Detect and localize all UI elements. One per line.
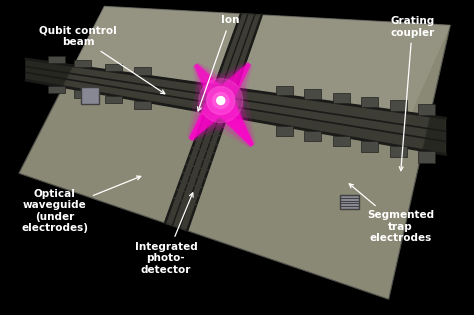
Polygon shape xyxy=(48,56,65,63)
Polygon shape xyxy=(62,6,450,132)
Polygon shape xyxy=(188,87,238,141)
Polygon shape xyxy=(48,86,65,93)
Polygon shape xyxy=(194,63,231,108)
Polygon shape xyxy=(203,88,255,147)
Circle shape xyxy=(199,78,243,123)
Text: Integrated
photo-
detector: Integrated photo- detector xyxy=(135,193,197,275)
Polygon shape xyxy=(19,6,450,299)
Polygon shape xyxy=(276,86,293,95)
Polygon shape xyxy=(361,141,378,152)
Polygon shape xyxy=(81,87,99,104)
Polygon shape xyxy=(26,59,446,154)
Polygon shape xyxy=(340,195,359,209)
Polygon shape xyxy=(105,64,122,72)
Polygon shape xyxy=(74,60,91,67)
Polygon shape xyxy=(189,92,232,141)
Polygon shape xyxy=(105,96,122,104)
Polygon shape xyxy=(193,63,237,112)
Polygon shape xyxy=(276,126,293,136)
Text: Ion: Ion xyxy=(198,15,239,111)
Polygon shape xyxy=(333,136,350,146)
Polygon shape xyxy=(209,92,254,147)
Text: Qubit control
beam: Qubit control beam xyxy=(39,26,165,94)
Circle shape xyxy=(213,93,229,109)
Circle shape xyxy=(207,87,235,115)
Polygon shape xyxy=(390,100,407,112)
Polygon shape xyxy=(304,89,321,100)
Polygon shape xyxy=(361,97,378,107)
Circle shape xyxy=(217,97,225,105)
Polygon shape xyxy=(390,146,407,157)
Polygon shape xyxy=(212,63,251,107)
Polygon shape xyxy=(189,93,230,141)
Polygon shape xyxy=(134,67,151,75)
Polygon shape xyxy=(418,151,435,163)
Polygon shape xyxy=(194,64,229,107)
Polygon shape xyxy=(200,61,253,117)
Polygon shape xyxy=(333,93,350,103)
Polygon shape xyxy=(418,104,435,116)
Polygon shape xyxy=(304,131,321,141)
Polygon shape xyxy=(165,14,262,231)
Polygon shape xyxy=(134,101,151,109)
Polygon shape xyxy=(206,62,252,112)
Text: Segmented
trap
electrodes: Segmented trap electrodes xyxy=(349,184,434,243)
Polygon shape xyxy=(187,82,245,142)
Polygon shape xyxy=(192,62,243,116)
Polygon shape xyxy=(74,90,91,98)
Polygon shape xyxy=(196,83,256,148)
Polygon shape xyxy=(211,94,254,147)
Polygon shape xyxy=(210,62,251,109)
Text: Optical
waveguide
(under
electrodes): Optical waveguide (under electrodes) xyxy=(21,176,141,233)
Text: Grating
coupler: Grating coupler xyxy=(390,16,435,171)
